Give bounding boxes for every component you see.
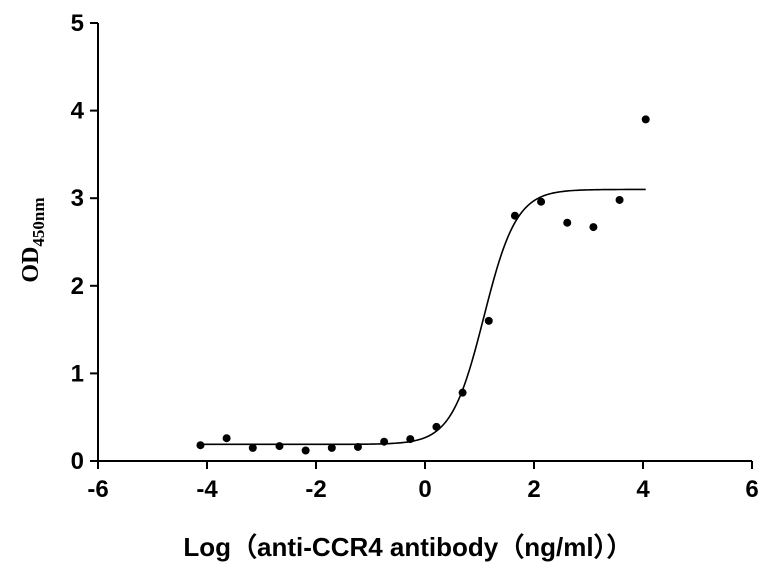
y-axis-title-main: OD [18,247,44,283]
x-tick-label: 6 [745,476,758,503]
data-point [510,211,519,220]
y-axis-title: OD450nm [18,197,48,282]
y-tick-label: 1 [71,360,84,387]
y-tick-label: 5 [71,10,84,37]
data-point [615,195,624,204]
x-tick-label: -6 [87,476,108,503]
data-point [641,115,650,124]
data-point [353,442,362,451]
y-tick-label: 4 [71,98,85,125]
x-axis: -6 -4 -2 0 2 4 6 [87,460,759,503]
y-tick-label: 0 [71,448,84,475]
x-axis-title: Log（anti-CCR4 antibody（ng/ml）） [183,532,632,562]
data-point [484,316,493,325]
data-point [248,443,257,452]
y-tick-label: 2 [71,273,84,300]
data-point [196,441,205,450]
x-tick-label: -4 [196,476,218,503]
data-point [589,223,598,232]
x-tick-label: 0 [418,476,431,503]
y-axis: 0 1 2 3 4 5 [71,10,99,475]
data-point [301,446,310,455]
data-point [537,197,546,206]
x-tick-label: 4 [636,476,650,503]
data-points [196,115,650,455]
data-point [563,218,572,227]
fit-curve [200,188,646,446]
data-point [458,388,467,397]
data-point [406,435,415,444]
x-ticks: -6 -4 -2 0 2 4 6 [87,461,759,503]
data-point [222,434,231,443]
data-point [275,442,284,451]
y-ticks: 0 1 2 3 4 5 [71,10,98,475]
y-axis-title-subscript: 450nm [29,197,48,246]
x-tick-label: -2 [305,476,326,503]
data-point [327,443,336,452]
data-point [380,437,389,446]
y-tick-label: 3 [71,185,84,212]
x-tick-label: 2 [527,476,540,503]
data-point [432,422,441,431]
